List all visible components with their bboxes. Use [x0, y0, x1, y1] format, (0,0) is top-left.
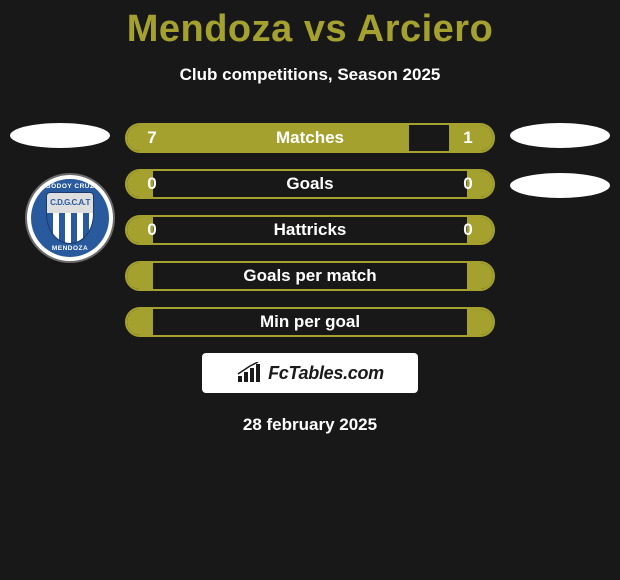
bar-chart-logo-icon — [236, 362, 262, 384]
bar-row-goals: 0 Goals 0 — [125, 169, 495, 199]
bar-value-left: 0 — [127, 220, 177, 240]
title-left-name: Mendoza — [127, 8, 293, 50]
bar-value-right: 0 — [443, 220, 493, 240]
bar-label: Goals per match — [177, 266, 443, 286]
right-player-badge-1 — [510, 123, 610, 148]
bar-value-right: 0 — [443, 174, 493, 194]
crest-ring: GODOY CRUZ C.D.G.C.A.T MENDOZA — [31, 179, 109, 257]
bar-row-goals-per-match: Goals per match — [125, 261, 495, 291]
bar-value-left: 0 — [127, 174, 177, 194]
bar-fill-right — [467, 309, 493, 335]
page-title: Mendoza vs Arciero — [0, 0, 620, 51]
attribution-badge: FcTables.com — [202, 353, 418, 393]
bar-row-hattricks: 0 Hattricks 0 — [125, 215, 495, 245]
crest-shield: C.D.G.C.A.T — [46, 192, 94, 244]
title-vs: vs — [304, 8, 347, 50]
crest-shield-text: C.D.G.C.A.T — [47, 198, 93, 207]
date-text: 28 february 2025 — [0, 415, 620, 435]
crest-outer-circle: GODOY CRUZ C.D.G.C.A.T MENDOZA — [25, 173, 115, 263]
crest-ring-bottom-text: MENDOZA — [52, 245, 88, 252]
comparison-bars: 7 Matches 1 0 Goals 0 0 Hattricks 0 Goal… — [125, 123, 495, 337]
bar-row-min-per-goal: Min per goal — [125, 307, 495, 337]
right-player-badge-2 — [510, 173, 610, 198]
left-club-crest: GODOY CRUZ C.D.G.C.A.T MENDOZA — [25, 173, 115, 263]
bar-fill-right — [467, 263, 493, 289]
attribution-text: FcTables.com — [268, 363, 384, 384]
title-right-name: Arciero — [357, 8, 494, 50]
crest-ring-top-text: GODOY CRUZ — [46, 183, 95, 190]
bar-value-right: 1 — [443, 128, 493, 148]
bar-label: Matches — [177, 128, 443, 148]
left-player-badge-1 — [10, 123, 110, 148]
bar-fill-left — [127, 309, 153, 335]
bar-value-left: 7 — [127, 128, 177, 148]
comparison-content: GODOY CRUZ C.D.G.C.A.T MENDOZA 7 Matches… — [0, 123, 620, 435]
bar-fill-left — [127, 263, 153, 289]
bar-label: Min per goal — [177, 312, 443, 332]
bar-row-matches: 7 Matches 1 — [125, 123, 495, 153]
subtitle: Club competitions, Season 2025 — [0, 65, 620, 85]
bar-label: Goals — [177, 174, 443, 194]
bar-label: Hattricks — [177, 220, 443, 240]
